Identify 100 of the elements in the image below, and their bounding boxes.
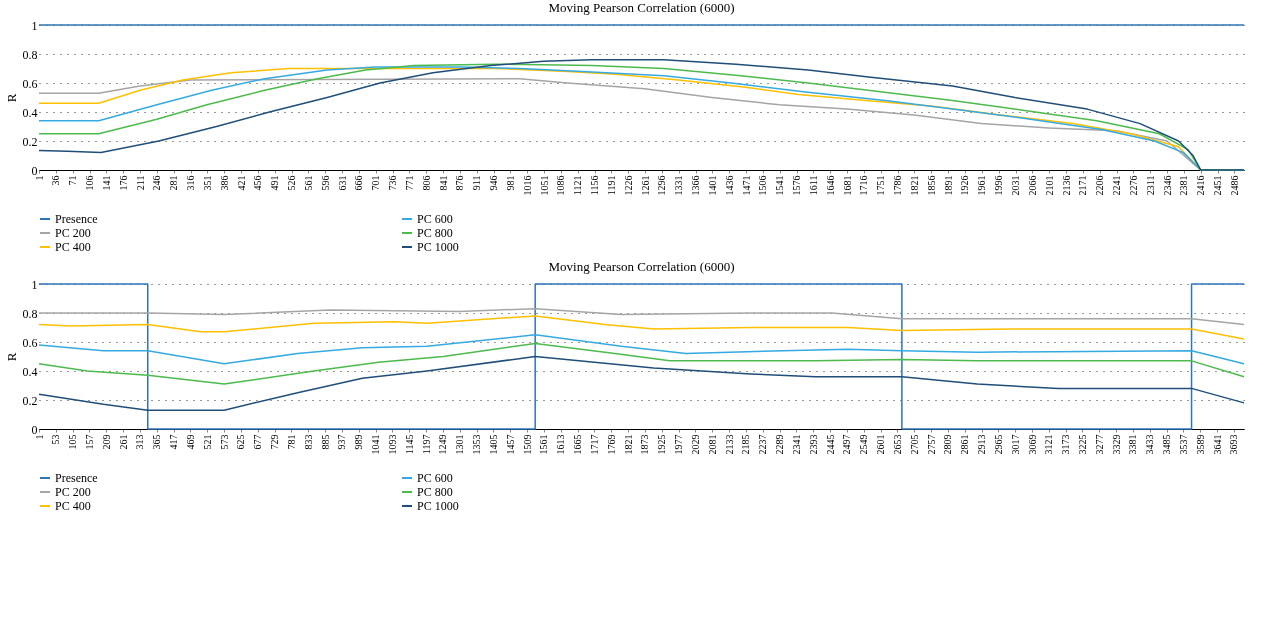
x-tick-label: 3017: [1009, 434, 1021, 455]
x-tick-label: 1961: [976, 175, 988, 196]
x-tick-label: 456: [252, 175, 264, 191]
y-tick-label: 0: [31, 422, 38, 437]
x-tick-label: 2311: [1144, 175, 1156, 196]
x-tick-label: 677: [252, 434, 264, 450]
x-tick-label: 1249: [437, 434, 449, 455]
x-tick-label: 261: [117, 434, 129, 450]
legend-label: PC 200: [55, 226, 91, 240]
x-tick-label: 176: [117, 175, 129, 191]
x-tick-label: 3485: [1161, 434, 1173, 455]
x-tick-label: 885: [319, 434, 331, 450]
x-tick-label: 2445: [824, 434, 836, 455]
legend-label: PC 800: [417, 485, 453, 499]
x-tick-label: 1646: [824, 175, 836, 196]
x-tick-label: 1977: [673, 434, 685, 455]
x-tick-label: 2809: [942, 434, 954, 455]
x-tick-label: 3589: [1194, 434, 1206, 455]
x-tick-label: 106: [84, 175, 96, 191]
x-tick-label: 2206: [1094, 175, 1106, 196]
x-tick-label: 2136: [1060, 175, 1072, 196]
x-tick-label: 421: [235, 175, 247, 191]
y-tick-label: 0.4: [22, 364, 38, 379]
x-tick-label: 2029: [689, 434, 701, 455]
x-tick-label: 2486: [1228, 175, 1240, 196]
x-tick-label: 1996: [993, 175, 1005, 196]
x-tick-label: 526: [286, 175, 298, 191]
legend-label: PC 400: [55, 499, 91, 513]
y-tick-label: 0.2: [22, 393, 38, 408]
x-tick-label: 2393: [807, 434, 819, 455]
x-tick-label: 105: [67, 434, 79, 450]
legend-label: PC 800: [417, 226, 453, 240]
x-tick-label: 3277: [1093, 434, 1105, 455]
y-tick-label: 0.8: [22, 47, 38, 62]
x-tick-label: 246: [151, 175, 163, 191]
x-tick-label: 1331: [673, 175, 685, 196]
x-tick-label: 561: [302, 175, 314, 191]
legend-label: PC 1000: [417, 240, 459, 254]
x-tick-label: 1405: [487, 434, 499, 455]
x-tick-label: 2341: [790, 434, 802, 455]
x-tick-label: 281: [168, 175, 180, 191]
y-tick-label: 0: [31, 163, 38, 178]
x-tick-label: 157: [83, 434, 95, 450]
x-tick-label: 1541: [774, 175, 786, 196]
x-tick-label: 3537: [1177, 434, 1189, 455]
x-tick-label: 211: [134, 175, 146, 191]
x-tick-label: 417: [168, 434, 180, 450]
x-tick-label: 806: [420, 175, 432, 191]
x-tick-label: 1457: [504, 434, 516, 455]
x-tick-label: 1086: [555, 175, 567, 196]
x-tick-label: 2757: [925, 434, 937, 455]
x-tick-label: 981: [504, 175, 516, 191]
x-tick-label: 469: [184, 434, 196, 450]
x-tick-label: 2653: [891, 434, 903, 455]
x-tick-label: 736: [387, 175, 399, 191]
x-tick-label: 2241: [1111, 175, 1123, 196]
x-tick-label: 1093: [386, 434, 398, 455]
x-tick-label: 1197: [420, 434, 432, 455]
x-tick-label: 666: [353, 175, 365, 191]
x-tick-label: 2031: [1010, 175, 1022, 196]
y-tick-label: 0.4: [22, 105, 38, 120]
x-tick-label: 1301: [454, 434, 466, 455]
x-tick-label: 1156: [589, 175, 601, 196]
x-tick-label: 1366: [690, 175, 702, 196]
x-tick-label: 1786: [892, 175, 904, 196]
x-tick-label: 1016: [521, 175, 533, 196]
x-tick-label: 1509: [521, 434, 533, 455]
x-tick-label: 625: [235, 434, 247, 450]
y-tick-label: 0.6: [22, 76, 38, 91]
y-tick-label: 1: [31, 277, 38, 292]
x-tick-label: 2965: [992, 434, 1004, 455]
x-tick-label: 701: [370, 175, 382, 191]
x-tick-label: 1561: [538, 434, 550, 455]
x-tick-label: 36: [50, 175, 62, 186]
x-tick-label: 1191: [605, 175, 617, 196]
x-tick-label: 1041: [370, 434, 382, 455]
x-tick-label: 2276: [1127, 175, 1139, 196]
x-tick-label: 2705: [908, 434, 920, 455]
x-tick-label: 1716: [858, 175, 870, 196]
x-tick-label: 2066: [1026, 175, 1038, 196]
y-axis-title: R: [3, 93, 19, 103]
x-tick-label: 2381: [1178, 175, 1190, 196]
x-tick-label: 937: [336, 434, 348, 450]
x-tick-label: 1751: [875, 175, 887, 196]
x-tick-label: 3121: [1043, 434, 1055, 455]
line-series: [38, 342, 1245, 385]
legend-label: PC 600: [417, 212, 453, 226]
x-tick-label: 1401: [706, 175, 718, 196]
x-tick-label: 1145: [403, 434, 415, 455]
x-tick-label: 596: [319, 175, 331, 191]
line-series: [38, 307, 1245, 326]
x-tick-label: 1821: [908, 175, 920, 196]
x-tick-label: 1717: [588, 434, 600, 455]
x-tick-label: 1121: [572, 175, 584, 196]
x-tick-label: 2601: [875, 434, 887, 455]
x-tick-label: 2133: [723, 434, 735, 455]
x-tick-label: 2549: [858, 434, 870, 455]
x-tick-label: 2451: [1212, 175, 1224, 196]
x-tick-label: 1665: [572, 434, 584, 455]
line-series: [38, 334, 1245, 365]
